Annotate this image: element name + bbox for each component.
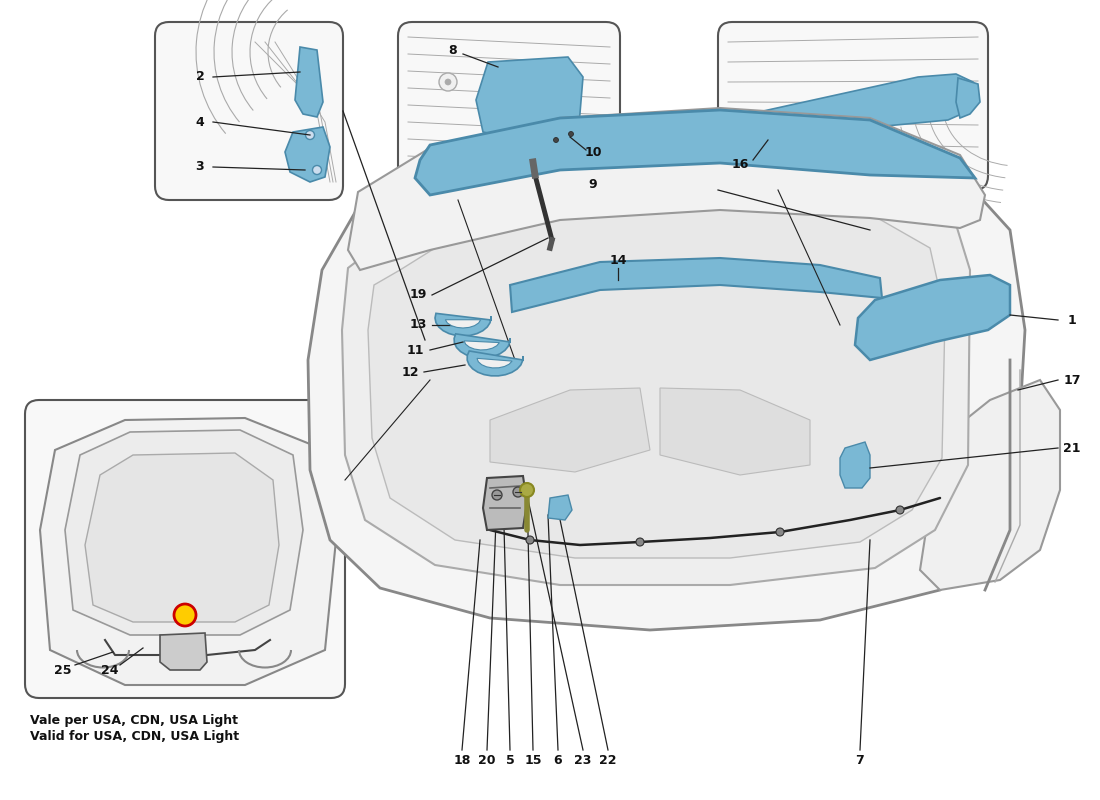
FancyBboxPatch shape [718,22,988,190]
Circle shape [439,73,456,91]
Text: 17: 17 [1064,374,1080,386]
Text: passion
since 1985: passion since 1985 [515,277,884,563]
Text: passion: passion [543,256,696,364]
Polygon shape [956,78,980,118]
Polygon shape [477,358,513,368]
Text: 14: 14 [609,254,627,266]
Circle shape [306,130,315,139]
Text: 7: 7 [856,754,865,766]
Text: 20: 20 [478,754,496,766]
Circle shape [492,490,502,500]
Polygon shape [468,351,522,376]
Text: 24: 24 [101,663,119,677]
Circle shape [896,506,904,514]
Text: 23: 23 [574,754,592,766]
Text: 11: 11 [406,343,424,357]
Text: 1: 1 [1068,314,1077,326]
Polygon shape [434,314,491,336]
Polygon shape [65,430,302,635]
Circle shape [174,604,196,626]
Text: 15: 15 [525,754,541,766]
Text: 10: 10 [584,146,602,158]
Text: 5: 5 [506,754,515,766]
Text: 22: 22 [600,754,617,766]
Polygon shape [476,57,583,147]
Text: 2: 2 [196,70,205,83]
Polygon shape [40,418,337,685]
Polygon shape [855,275,1010,360]
Text: Vale per USA, CDN, USA Light: Vale per USA, CDN, USA Light [30,714,238,727]
Polygon shape [308,125,1025,630]
Circle shape [636,538,644,546]
Text: 13: 13 [409,318,427,331]
FancyBboxPatch shape [398,22,620,200]
Polygon shape [920,380,1060,590]
Circle shape [553,138,559,142]
Circle shape [526,536,534,544]
Polygon shape [285,127,330,182]
Polygon shape [415,110,975,195]
Circle shape [776,528,784,536]
Circle shape [446,79,451,85]
Circle shape [566,129,576,139]
Polygon shape [342,158,970,585]
Polygon shape [840,442,870,488]
Text: 21: 21 [1064,442,1080,454]
Circle shape [569,131,573,137]
Polygon shape [660,388,810,475]
Polygon shape [464,341,499,350]
Circle shape [312,166,321,174]
Text: 19: 19 [409,289,427,302]
Polygon shape [490,388,650,472]
Text: 18: 18 [453,754,471,766]
FancyBboxPatch shape [25,400,345,698]
Polygon shape [483,476,527,530]
Polygon shape [368,196,945,558]
FancyBboxPatch shape [155,22,343,200]
Polygon shape [348,108,984,270]
Text: 8: 8 [449,43,458,57]
Text: 25: 25 [54,663,72,677]
Circle shape [559,68,578,86]
Polygon shape [446,320,481,328]
Polygon shape [85,453,279,622]
Text: 6: 6 [553,754,562,766]
Text: 4: 4 [196,115,205,129]
Circle shape [565,74,571,80]
Polygon shape [295,47,323,117]
Polygon shape [454,334,510,358]
Text: Valid for USA, CDN, USA Light: Valid for USA, CDN, USA Light [30,730,239,743]
Text: 3: 3 [196,161,205,174]
Text: 12: 12 [402,366,419,378]
Polygon shape [160,633,207,670]
Text: 16: 16 [732,158,749,170]
Circle shape [520,483,534,497]
Circle shape [551,135,561,145]
Polygon shape [736,74,976,140]
Polygon shape [548,495,572,520]
Text: 9: 9 [588,178,597,190]
Circle shape [513,487,522,497]
Polygon shape [510,258,882,312]
